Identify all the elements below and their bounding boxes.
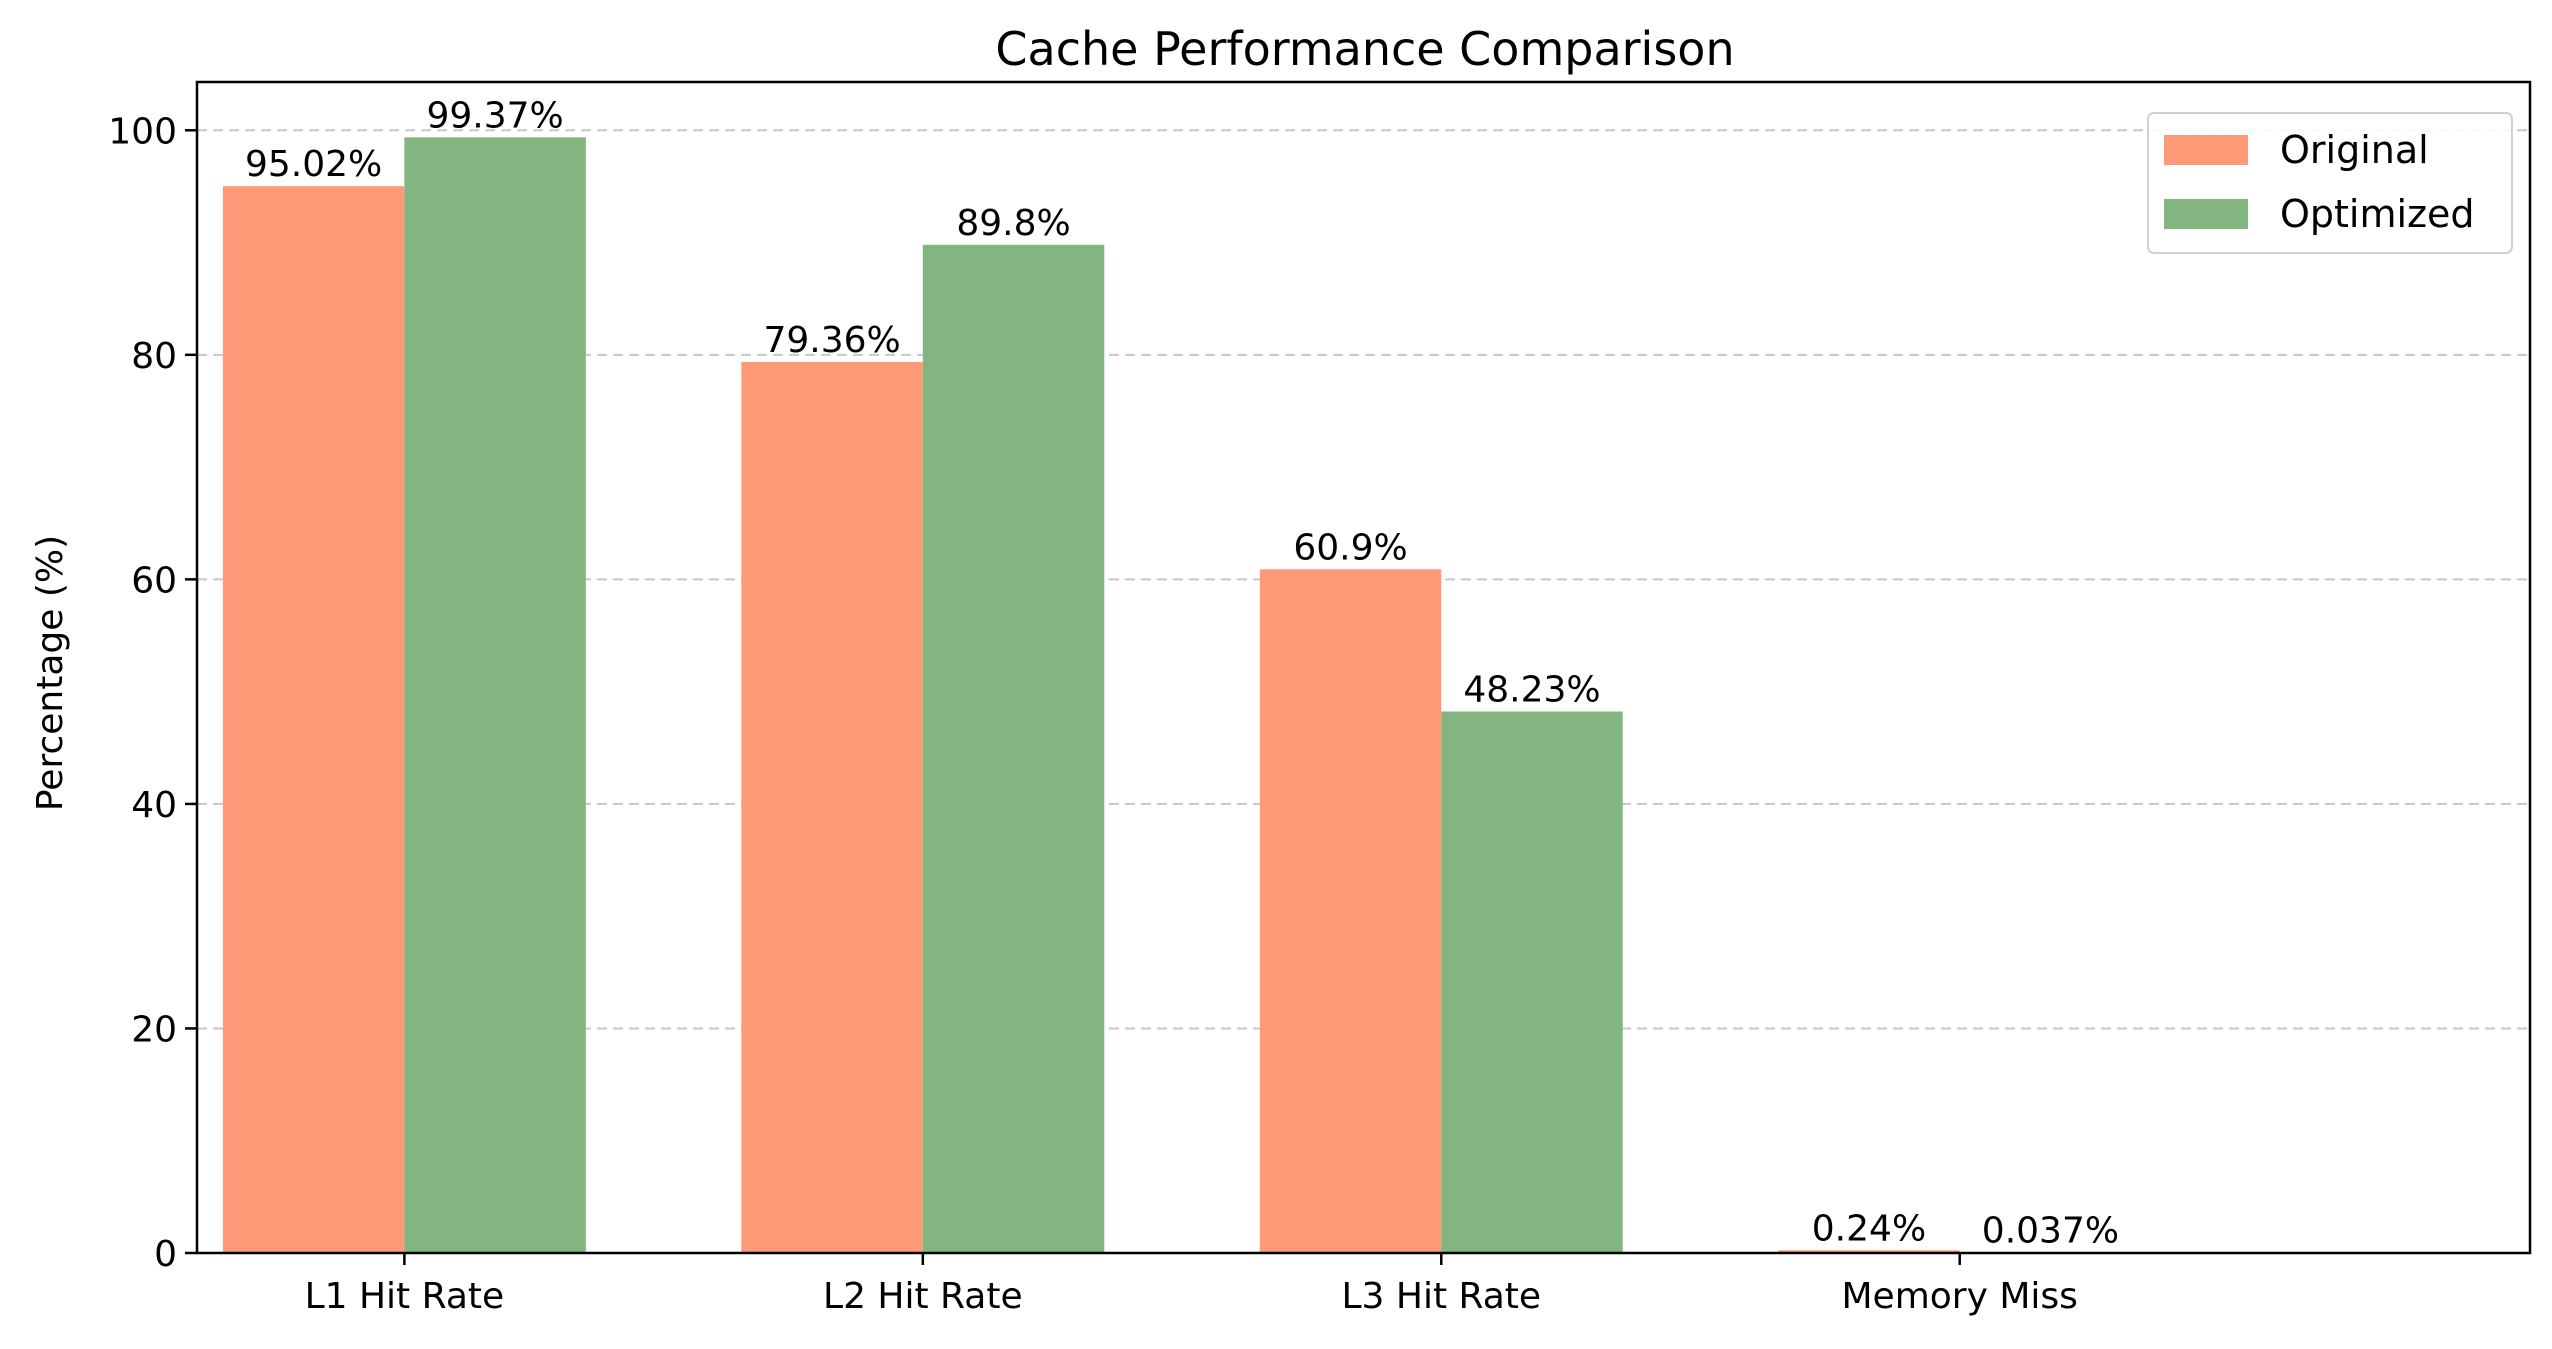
bar-optimized-0: [404, 137, 586, 1254]
bar-value-label: 99.37%: [426, 95, 563, 136]
y-tick-label: 20: [131, 1009, 177, 1050]
x-tick-label: Memory Miss: [1841, 1276, 2077, 1317]
bar-value-label: 0.24%: [1812, 1208, 1926, 1249]
legend-label-original: Original: [2280, 128, 2429, 172]
axes: 0 20 40 60 80 100 L1 Hit Rate L2 Hit Rate L3 Hit…: [108, 80, 2532, 1317]
bar-value-label: 60.9%: [1293, 527, 1407, 568]
legend-swatch-optimized: [2164, 199, 2248, 229]
y-tick-label: 60: [131, 560, 177, 601]
x-tick-label: L2 Hit Rate: [823, 1276, 1023, 1317]
bar-value-label: 0.037%: [1982, 1211, 2119, 1252]
y-tick-label: 80: [131, 336, 177, 377]
bar-original-0: [222, 186, 405, 1253]
bar-optimized-2: [1441, 711, 1623, 1253]
bar-value-label: 95.02%: [245, 144, 382, 185]
plot-frame: [195, 80, 2532, 1255]
bar-value-label: 79.36%: [763, 320, 900, 361]
y-tick-label: 40: [131, 785, 177, 826]
legend-swatch-original: [2164, 135, 2248, 165]
y-axis-label: Percentage (%): [30, 535, 71, 811]
x-tick-label: L1 Hit Rate: [305, 1276, 505, 1317]
bar-labels: 95.02% 79.36% 60.9% 0.24% 99.37% 89.8% 48.23% 0…: [245, 95, 2119, 1251]
y-tick-label: 0: [154, 1234, 177, 1275]
legend: Original Optimized: [2147, 112, 2513, 254]
chart-title: Cache Performance Comparison: [995, 22, 1734, 76]
bars: [222, 137, 2142, 1254]
bar-optimized-1: [922, 244, 1105, 1254]
bar-original-3: [1778, 1250, 1960, 1253]
legend-label-optimized: Optimized: [2280, 192, 2475, 236]
x-tick-label: L3 Hit Rate: [1341, 1276, 1541, 1317]
bar-original-1: [741, 362, 923, 1253]
bar-value-label: 48.23%: [1463, 670, 1600, 711]
bar-value-label: 89.8%: [956, 203, 1070, 244]
bar-original-2: [1259, 569, 1442, 1253]
y-tick-label: 100: [108, 111, 177, 152]
